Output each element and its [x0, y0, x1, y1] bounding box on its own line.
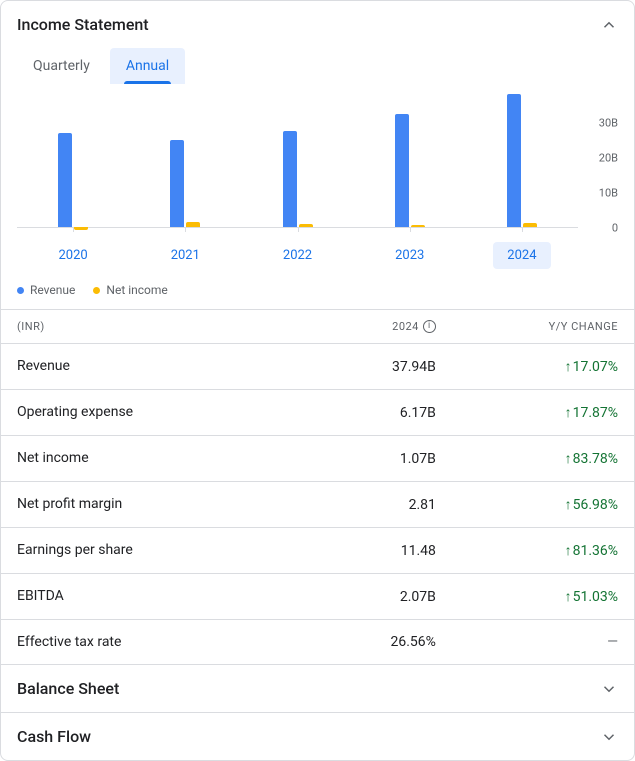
- balance-sheet-title: Balance Sheet: [17, 679, 119, 698]
- metric-label: Revenue: [17, 358, 254, 375]
- metric-value: 2.07B: [254, 588, 436, 605]
- legend-item: Revenue: [17, 283, 75, 297]
- metric-label: Operating expense: [17, 404, 254, 421]
- y-tick-label: 20B: [599, 152, 618, 165]
- y-tick-label: 0: [612, 222, 618, 235]
- bar-group[interactable]: [17, 88, 129, 227]
- x-axis-year[interactable]: 2022: [241, 242, 353, 269]
- metric-value: 6.17B: [254, 404, 436, 421]
- currency-label: (INR): [17, 320, 254, 333]
- bar: [74, 227, 88, 230]
- info-icon[interactable]: i: [423, 320, 436, 333]
- table-row[interactable]: Operating expense6.17B17.87%: [1, 389, 634, 435]
- balance-sheet-header[interactable]: Balance Sheet: [1, 664, 634, 712]
- bar: [299, 224, 313, 227]
- x-tick-mark: [410, 227, 411, 232]
- income-chart: 0 10B 20B 30B 20202021202220232024: [1, 84, 634, 269]
- income-statement-header[interactable]: Income Statement: [1, 1, 634, 48]
- metric-label: EBITDA: [17, 588, 254, 605]
- change-column-header: Y/Y CHANGE: [436, 320, 618, 333]
- bar: [395, 114, 409, 227]
- metric-change: 83.78%: [436, 450, 618, 467]
- table-header-row: (INR) 2024 i Y/Y CHANGE: [1, 309, 634, 343]
- financials-table-body: Revenue37.94B17.07%Operating expense6.17…: [1, 343, 634, 664]
- metric-change: 81.36%: [436, 542, 618, 559]
- metric-label: Effective tax rate: [17, 634, 254, 650]
- metric-label: Earnings per share: [17, 542, 254, 559]
- bar: [283, 131, 297, 227]
- metric-change: 51.03%: [436, 588, 618, 605]
- legend-label: Revenue: [30, 283, 75, 297]
- metric-change: 17.87%: [436, 404, 618, 421]
- table-row[interactable]: Net income1.07B83.78%: [1, 435, 634, 481]
- bar: [170, 140, 184, 228]
- bar: [186, 222, 200, 227]
- x-axis-year[interactable]: 2021: [129, 242, 241, 269]
- legend-dot-icon: [93, 287, 100, 294]
- legend-item: Net income: [93, 283, 167, 297]
- metric-value: 26.56%: [254, 634, 436, 650]
- legend-dot-icon: [17, 287, 24, 294]
- y-tick-label: 30B: [599, 117, 618, 130]
- cash-flow-header[interactable]: Cash Flow: [1, 712, 634, 760]
- chevron-down-icon: [600, 680, 618, 698]
- y-tick-label: 10B: [599, 187, 618, 200]
- table-row[interactable]: Earnings per share11.4881.36%: [1, 527, 634, 573]
- metric-label: Net profit margin: [17, 496, 254, 513]
- chart-x-axis: 20202021202220232024: [17, 242, 618, 269]
- chevron-up-icon: [600, 16, 618, 34]
- metric-value: 37.94B: [254, 358, 436, 375]
- period-tabs: Quarterly Annual: [1, 48, 634, 84]
- metric-value: 1.07B: [254, 450, 436, 467]
- x-tick-mark: [73, 227, 74, 232]
- chevron-down-icon: [600, 728, 618, 746]
- table-row[interactable]: Revenue37.94B17.07%: [1, 343, 634, 389]
- metric-change: —: [436, 634, 618, 650]
- chart-plot: [17, 88, 578, 228]
- x-axis-year[interactable]: 2020: [17, 242, 129, 269]
- value-column-header: 2024 i: [254, 320, 436, 333]
- cash-flow-title: Cash Flow: [17, 727, 91, 746]
- tab-annual[interactable]: Annual: [110, 48, 185, 84]
- metric-value: 2.81: [254, 496, 436, 513]
- metric-label: Net income: [17, 450, 254, 467]
- x-axis-year[interactable]: 2023: [354, 242, 466, 269]
- x-tick-mark: [185, 227, 186, 232]
- bar: [411, 225, 425, 227]
- tab-quarterly[interactable]: Quarterly: [17, 48, 106, 84]
- financials-card: Income Statement Quarterly Annual 0 10B 20…: [0, 0, 635, 761]
- metric-value: 11.48: [254, 542, 436, 559]
- table-row[interactable]: EBITDA2.07B51.03%: [1, 573, 634, 619]
- x-tick-mark: [298, 227, 299, 232]
- bar-group[interactable]: [466, 88, 578, 227]
- chart-legend: Revenue Net income: [1, 277, 634, 309]
- bar: [507, 94, 521, 227]
- x-axis-year[interactable]: 2024: [466, 242, 578, 269]
- metric-change: 17.07%: [436, 358, 618, 375]
- legend-label: Net income: [106, 283, 167, 297]
- table-row[interactable]: Effective tax rate26.56%—: [1, 619, 634, 664]
- income-statement-title: Income Statement: [17, 15, 149, 34]
- bar: [58, 133, 72, 228]
- bar: [523, 223, 537, 227]
- bar-group[interactable]: [129, 88, 241, 227]
- chart-y-axis: 010B20B30B: [578, 88, 618, 228]
- table-row[interactable]: Net profit margin2.8156.98%: [1, 481, 634, 527]
- bar-group[interactable]: [241, 88, 353, 227]
- x-tick-mark: [522, 227, 523, 232]
- bar-group[interactable]: [354, 88, 466, 227]
- metric-change: 56.98%: [436, 496, 618, 513]
